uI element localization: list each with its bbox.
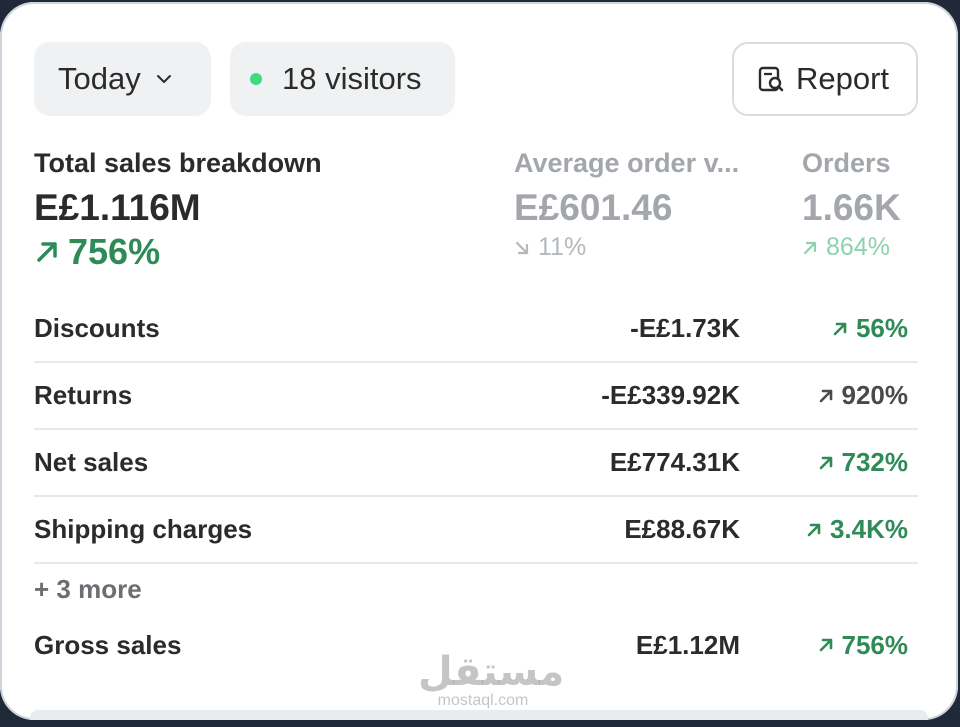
row-name: Net sales xyxy=(34,447,149,477)
row-amount: -E£1.73K xyxy=(630,313,740,343)
row-change: 3.4K% xyxy=(806,514,908,545)
metric-label: Total sales breakdown xyxy=(34,148,322,178)
arrow-up-right-icon xyxy=(833,322,847,335)
report-button[interactable]: Report xyxy=(732,42,918,116)
arrow-up-right-icon xyxy=(803,241,817,254)
live-visitors-pill[interactable]: 18 visitors xyxy=(230,42,455,116)
arrow-up-right-icon xyxy=(819,638,832,652)
report-label: Report xyxy=(796,61,890,96)
row-amount: E£774.31K xyxy=(609,447,740,477)
arrow-up-right-icon xyxy=(37,242,57,262)
metric-label: Orders xyxy=(802,148,891,178)
chevron-down-icon xyxy=(156,75,171,83)
show-more-link[interactable]: + 3 more xyxy=(34,574,142,604)
row-amount: E£1.12M xyxy=(635,629,740,660)
breakdown-row-net-sales[interactable]: Net sales E£774.31K 732% xyxy=(34,430,918,497)
breakdown-row-returns[interactable]: Returns -E£339.92K 920% xyxy=(34,363,918,430)
metric-change: 756% xyxy=(34,231,322,273)
row-name: Returns xyxy=(34,380,133,410)
arrow-up-right-icon xyxy=(819,389,832,402)
live-status-dot xyxy=(250,73,262,85)
metric-change-value: 864% xyxy=(826,233,890,261)
visitors-label: 18 visitors xyxy=(282,61,422,96)
row-change-value: 56% xyxy=(855,313,908,343)
row-change-value: 3.4K% xyxy=(829,514,908,544)
date-filter-dropdown[interactable]: Today xyxy=(34,42,211,116)
gross-sales-row[interactable]: Gross sales E£1.12M 756% xyxy=(34,614,918,676)
row-change: 732% xyxy=(818,447,909,478)
metric-change-value: 11% xyxy=(538,233,587,261)
breakdown-row-shipping-charges[interactable]: Shipping charges E£88.67K 3.4K% xyxy=(34,497,918,564)
row-amount: -E£339.92K xyxy=(601,380,740,410)
metric-value: 1.66K xyxy=(802,187,901,228)
row-change-value: 920% xyxy=(841,380,909,410)
metric-orders[interactable]: Orders 1.66K 864% xyxy=(802,148,901,262)
row-amount: E£88.67K xyxy=(624,514,740,544)
row-change: 920% xyxy=(818,380,909,411)
arrow-up-right-icon xyxy=(819,456,832,469)
report-search-icon xyxy=(758,66,784,92)
row-change: 756% xyxy=(818,629,909,661)
arrow-down-right-icon xyxy=(515,241,529,254)
watermark-arabic: مستقل xyxy=(418,649,565,695)
metric-value: E£601.46 xyxy=(514,187,673,228)
metric-change-value: 756% xyxy=(68,231,161,272)
row-change: 56% xyxy=(832,313,908,344)
metric-value: E£1.116M xyxy=(34,187,201,228)
metric-total-sales[interactable]: Total sales breakdown E£1.116M 756% xyxy=(34,148,322,273)
date-filter-label: Today xyxy=(58,61,141,96)
row-name: Shipping charges xyxy=(34,514,253,544)
row-change-value: 732% xyxy=(841,447,909,477)
next-card-edge xyxy=(30,710,928,720)
row-change-value: 756% xyxy=(841,629,909,660)
sales-breakdown-list: Discounts -E£1.73K 56% Returns -E£339.92… xyxy=(34,296,918,564)
metric-change: 864% xyxy=(802,233,901,262)
watermark-latin: mostaql.com xyxy=(437,692,529,709)
watermark: مستقل mostaql.com xyxy=(418,649,565,714)
row-name: Gross sales xyxy=(34,629,182,660)
metric-change: 11% xyxy=(514,233,754,262)
toolbar: Today 18 visitors Report xyxy=(34,42,918,116)
row-name: Discounts xyxy=(34,313,160,343)
metric-average-order-value[interactable]: Average order v... E£601.46 11% xyxy=(514,148,754,262)
breakdown-row-discounts[interactable]: Discounts -E£1.73K 56% xyxy=(34,296,918,363)
arrow-up-right-icon xyxy=(807,523,821,536)
metric-label: Average order v... xyxy=(514,148,740,178)
